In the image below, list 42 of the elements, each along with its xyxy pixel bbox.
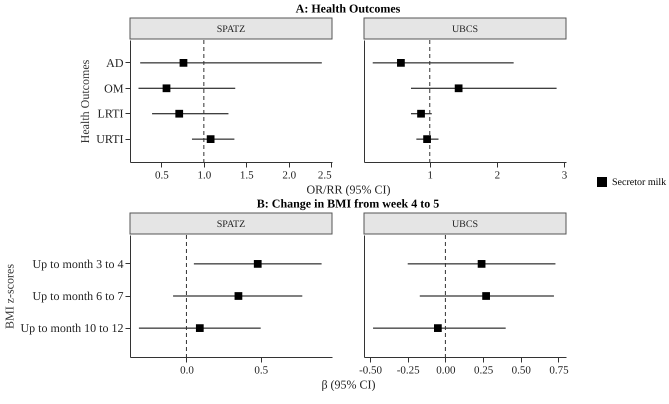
x-tick-label: -0.50 bbox=[359, 364, 382, 376]
y-tick-label: Up to month 3 to 4 bbox=[32, 256, 124, 271]
chart-title: SPATZ bbox=[216, 24, 246, 35]
x-tick-label: 2.0 bbox=[282, 170, 297, 182]
y-tick-label: AD bbox=[106, 56, 124, 70]
chart-title: UBCS bbox=[452, 219, 478, 230]
chart-title: UBCS bbox=[452, 24, 478, 35]
x-tick-label: 1 bbox=[428, 170, 434, 182]
x-tick-label: 0.5 bbox=[155, 170, 170, 182]
x-axis-title: OR/RR (95% CI) bbox=[306, 182, 391, 196]
y-axis-title: BMI z-scores bbox=[2, 264, 16, 329]
x-tick-label: 2 bbox=[494, 170, 500, 182]
legend-label: Secretor milk bbox=[612, 177, 666, 188]
point bbox=[397, 59, 405, 67]
x-tick-label: 0.75 bbox=[549, 364, 570, 376]
point bbox=[423, 135, 431, 143]
point bbox=[162, 84, 170, 92]
x-tick-label: 3 bbox=[562, 170, 568, 182]
point bbox=[180, 59, 188, 67]
x-tick-label: 0.5 bbox=[254, 364, 269, 376]
y-tick-label: LRTI bbox=[98, 106, 124, 121]
x-tick-label: 0.50 bbox=[512, 364, 532, 376]
y-tick-label: OM bbox=[104, 81, 124, 96]
x-tick-label: 0.00 bbox=[436, 364, 456, 376]
x-tick-label: 0.25 bbox=[474, 364, 494, 376]
chart-title: SPATZ bbox=[216, 219, 246, 230]
point bbox=[417, 110, 425, 118]
x-tick-label: 1.0 bbox=[197, 170, 212, 182]
x-tick-label: 1.5 bbox=[240, 170, 254, 182]
x-tick-label: 2.5 bbox=[318, 170, 332, 182]
y-tick-label: Up to month 10 to 12 bbox=[20, 321, 124, 336]
y-axis-title: Health Outcomes bbox=[78, 59, 92, 144]
point bbox=[175, 110, 184, 118]
point bbox=[206, 135, 215, 143]
text: A: Health Outcomes bbox=[296, 2, 401, 16]
x-tick-label: -0.25 bbox=[396, 364, 420, 376]
point bbox=[454, 84, 462, 92]
text: B: Change in BMI from week 4 to 5 bbox=[256, 196, 440, 210]
y-tick-label: Up to month 6 to 7 bbox=[32, 289, 124, 303]
x-axis-title: β (95% CI) bbox=[321, 378, 376, 392]
x-tick-label: 0.0 bbox=[180, 364, 194, 376]
y-tick-label: URTI bbox=[96, 132, 124, 146]
